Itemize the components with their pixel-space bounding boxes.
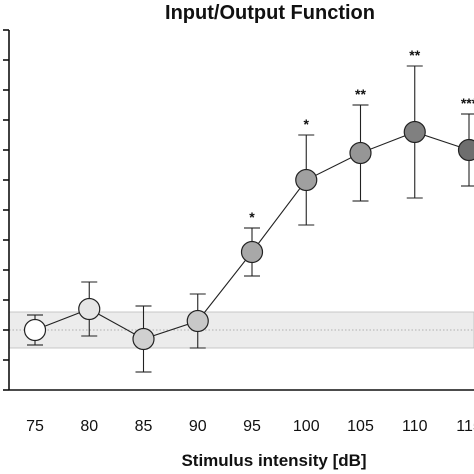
significance-label: ** [355,86,366,102]
significance-labels: ********* [249,47,474,225]
x-tick-labels: 75 80 85 90 95 100 105 110 115 [26,418,474,435]
axes [3,29,474,391]
x-tick-label: 100 [293,418,320,435]
data-points [23,120,474,351]
x-tick-label: 85 [135,418,153,435]
data-point [23,318,47,342]
baseline-band-layer [8,311,474,349]
x-tick-label: 80 [80,418,98,435]
data-point [457,138,474,162]
significance-label: ** [409,47,420,63]
data-point [403,120,426,144]
data-point [240,240,264,264]
data-point [78,297,101,321]
data-point [186,309,209,333]
x-tick-label: 105 [347,418,374,435]
x-tick-label: 75 [26,418,44,435]
significance-label: * [249,209,255,225]
data-point [295,168,318,192]
x-tick-label: 110 [402,418,428,435]
x-tick-label: 115 [456,418,474,435]
chart-title: Input/Output Function [165,2,375,24]
significance-label: *** [461,95,474,111]
significance-label: * [304,116,310,132]
x-axis-label: Stimulus intensity [dB] [181,451,366,470]
data-point [349,141,372,165]
data-point [132,327,155,351]
x-tick-label: 90 [189,418,207,435]
x-tick-label: 95 [243,418,261,435]
